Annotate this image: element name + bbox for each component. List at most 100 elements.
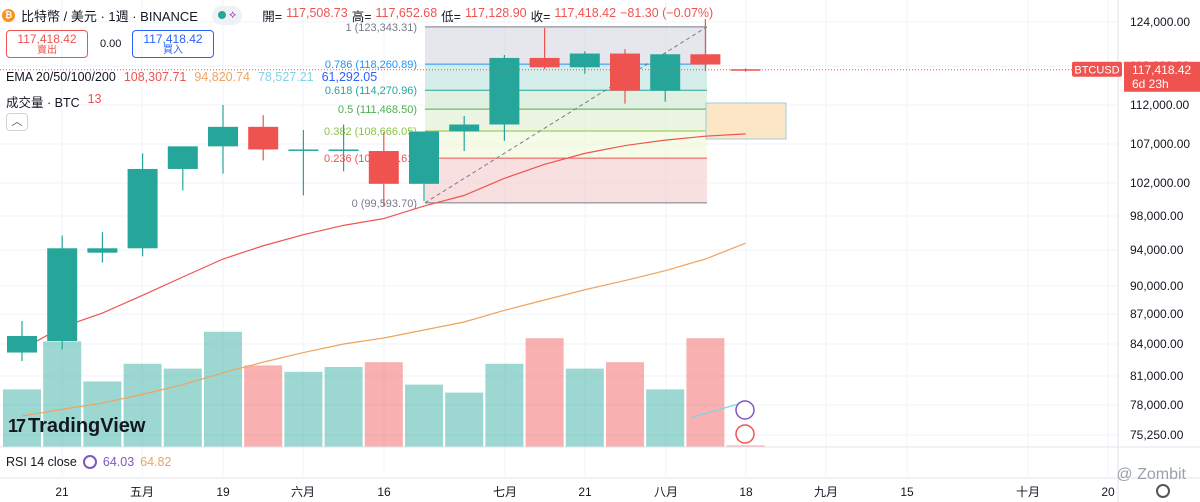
- ema20-value: 108,307.71: [123, 70, 187, 84]
- y-tick-label: 107,000.00: [1130, 137, 1190, 151]
- candle-body: [248, 126, 279, 150]
- volume-bar: [405, 384, 443, 447]
- x-tick-label: 21: [578, 485, 592, 499]
- ohlc-values: 開= 117,508.73 高= 117,652.68 低= 117,128.90 收…: [262, 5, 714, 24]
- volume-legend[interactable]: 成交量 · BTC 13: [6, 92, 102, 111]
- x-tick-label: 15: [900, 485, 914, 499]
- y-tick-label: 87,000.00: [1130, 307, 1184, 321]
- sell-button[interactable]: 117,418.42 賣出: [6, 30, 88, 58]
- y-tick-label: 98,000.00: [1130, 209, 1184, 223]
- fib-level-label: 1 (123,343.31): [345, 22, 417, 34]
- ema-legend[interactable]: EMA 20/50/100/200 108,307.71 94,820.74 7…: [6, 70, 377, 84]
- candle-body: [569, 53, 600, 68]
- y-tick-label: 102,000.00: [1130, 176, 1190, 190]
- y-tick-label: 90,000.00: [1130, 279, 1184, 293]
- volume-value: 13: [87, 92, 102, 106]
- ema100-value: 78,527.21: [257, 70, 314, 84]
- share-icon: ⟡: [228, 8, 237, 21]
- fib-level-label: 0.382 (108,666.05): [324, 126, 417, 138]
- volume-bar: [284, 371, 323, 447]
- y-tick-label: 84,000.00: [1130, 337, 1184, 351]
- buy-button[interactable]: 117,418.42 買入: [132, 30, 214, 58]
- fib-level-label: 0.5 (111,468.50): [338, 104, 417, 116]
- candle-body: [650, 54, 681, 91]
- rsi-ma-value: 64.82: [140, 455, 172, 469]
- x-tick-label: 16: [377, 485, 391, 499]
- watermark: @ Zombit: [1116, 466, 1186, 483]
- candle-body: [610, 53, 640, 91]
- rsi-value: 64.03: [102, 455, 135, 469]
- symbol-title[interactable]: 比特幣 / 美元 · 1週 · BINANCE: [21, 8, 198, 24]
- volume-bar: [485, 363, 524, 447]
- volume-label: 成交量 · BTC: [6, 96, 80, 110]
- x-tick-label: 20: [1101, 485, 1115, 499]
- settings-icon[interactable]: [1156, 484, 1170, 498]
- lightning-badge-icon: [735, 400, 755, 420]
- y-tick-label: 75,250.00: [1130, 428, 1184, 442]
- x-tick-label: 九月: [814, 485, 838, 499]
- candle-body: [7, 336, 37, 353]
- countdown-tag: 6d 23h: [1132, 77, 1169, 91]
- candle-body: [208, 126, 238, 147]
- y-tick-label: 81,000.00: [1130, 369, 1184, 383]
- volume-bar: [445, 392, 484, 447]
- candle-body: [489, 57, 520, 125]
- y-tick-label: 124,000.00: [1130, 15, 1190, 29]
- candle-body: [449, 124, 480, 132]
- candle-body: [87, 248, 118, 253]
- symbol-header: ₿ 比特幣 / 美元 · 1週 · BINANCE ⟡ 開= 117,508.73…: [0, 5, 713, 25]
- x-tick-label: 七月: [493, 485, 517, 499]
- highlight-box: [705, 102, 787, 140]
- candle-body: [328, 149, 359, 151]
- candle-body: [167, 146, 198, 169]
- candle-body: [690, 54, 721, 65]
- volume-bar: [686, 338, 725, 447]
- volume-bar: [726, 445, 765, 447]
- x-tick-label: 八月: [654, 485, 678, 499]
- collapse-legend-button[interactable]: ︿: [6, 113, 28, 131]
- fib-level-label: 0.618 (114,270.96): [325, 85, 417, 97]
- ema50-line: [21, 242, 746, 417]
- volume-bar: [244, 365, 283, 447]
- tradingview-mark-icon: 17: [8, 416, 26, 436]
- price-tag: 117,418.42: [1132, 63, 1191, 77]
- volume-bar: [525, 338, 564, 447]
- candle-body: [127, 168, 158, 249]
- trade-panel: 117,418.42 賣出 0.00 117,418.42 買入: [6, 30, 214, 58]
- volume-bar: [43, 341, 82, 447]
- fib-level-label: 0.786 (118,260.89): [325, 59, 417, 71]
- volume-bar: [364, 362, 403, 447]
- ema50-value: 94,820.74: [194, 70, 250, 84]
- volume-bar: [606, 362, 644, 447]
- volume-bar: [83, 381, 122, 447]
- candle-body: [529, 57, 560, 68]
- x-tick-label: 21: [55, 485, 69, 499]
- volume-bar: [204, 331, 242, 447]
- x-tick-label: 十月: [1016, 485, 1040, 499]
- market-status-pill[interactable]: ⟡: [211, 5, 243, 25]
- fib-zone: [425, 131, 707, 159]
- change-value: −81.30 (−0.07%): [620, 5, 714, 20]
- candle-body: [288, 149, 319, 151]
- ema-label: EMA 20/50/100/200: [6, 70, 116, 84]
- symbol-tag: BTCUSD: [1074, 64, 1119, 76]
- candle-body: [409, 131, 439, 184]
- bitcoin-icon: ₿: [2, 8, 15, 22]
- rsi-line: [689, 401, 746, 419]
- rsi-legend[interactable]: RSI 14 close 64.03 64.82: [6, 455, 171, 469]
- y-tick-label: 94,000.00: [1130, 243, 1184, 257]
- rsi-label: RSI 14 close: [6, 455, 77, 469]
- rsi-settings-icon[interactable]: [82, 455, 97, 469]
- price-tag-bg: [1124, 61, 1200, 92]
- volume-bar: [3, 389, 41, 447]
- volume-bar: [565, 368, 604, 447]
- tradingview-logo: 17 TradingView: [8, 415, 146, 437]
- y-tick-label: 112,000.00: [1130, 98, 1189, 112]
- flag-badge-icon: [735, 424, 755, 444]
- candle-body: [47, 248, 78, 341]
- symbol-tag-bg: [1072, 61, 1122, 77]
- x-tick-label: 18: [739, 485, 753, 499]
- volume-bar: [646, 389, 685, 447]
- fib-zone: [425, 158, 707, 203]
